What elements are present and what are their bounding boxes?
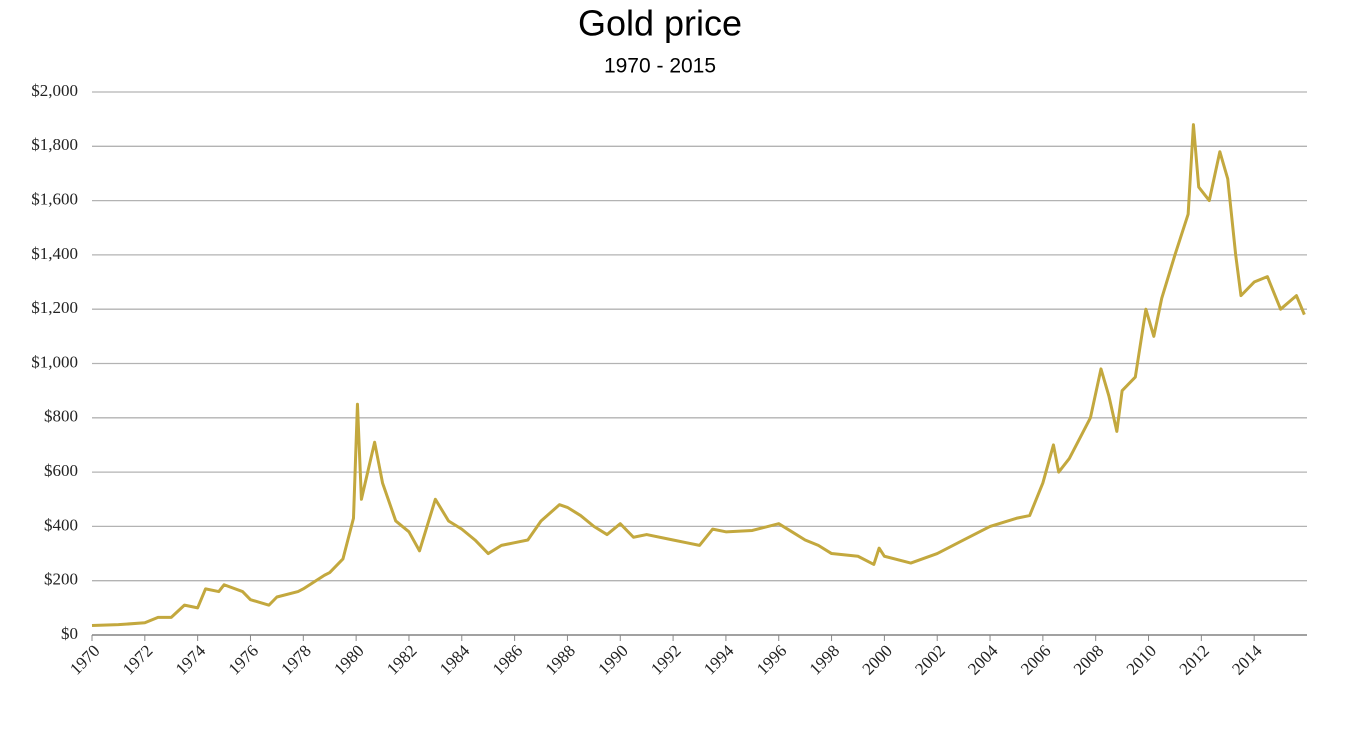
x-tick-label: 2012 bbox=[1175, 641, 1212, 678]
x-tick-label: 2000 bbox=[859, 641, 896, 678]
y-tick-label: $1,400 bbox=[31, 244, 78, 263]
x-tick-label: 2006 bbox=[1017, 641, 1054, 678]
x-tick-label: 2004 bbox=[964, 641, 1002, 679]
y-tick-label: $1,600 bbox=[31, 190, 78, 209]
x-tick-label: 1974 bbox=[172, 641, 210, 679]
y-tick-label: $2,000 bbox=[31, 81, 78, 100]
y-tick-label: $800 bbox=[44, 407, 78, 426]
chart-subtitle: 1970 - 2015 bbox=[604, 55, 716, 78]
price-line bbox=[91, 123, 1306, 627]
y-tick-label: $1,200 bbox=[31, 298, 78, 317]
x-tick-label: 1976 bbox=[225, 641, 262, 678]
y-tick-label: $0 bbox=[61, 624, 78, 643]
x-tick-label: 1992 bbox=[647, 641, 684, 678]
x-tick-label: 1990 bbox=[594, 641, 631, 678]
x-tick-label: 1996 bbox=[753, 641, 790, 678]
y-tick-label: $1,800 bbox=[31, 135, 78, 154]
x-tick-label: 1978 bbox=[277, 641, 314, 678]
x-tick-label: 2010 bbox=[1123, 641, 1160, 678]
x-tick-label: 1994 bbox=[700, 641, 738, 679]
x-tick-label: 2014 bbox=[1228, 641, 1266, 679]
x-tick-label: 1972 bbox=[119, 641, 156, 678]
x-tick-label: 2002 bbox=[911, 641, 948, 678]
y-tick-label: $400 bbox=[44, 515, 78, 534]
x-tick-label: 1980 bbox=[330, 641, 367, 678]
x-tick-label: 1970 bbox=[66, 641, 103, 678]
x-tick-label: 2008 bbox=[1070, 641, 1107, 678]
x-tick-label: 1982 bbox=[383, 641, 420, 678]
y-tick-label: $200 bbox=[44, 570, 78, 589]
x-tick-label: 1998 bbox=[806, 641, 843, 678]
x-tick-label: 1984 bbox=[436, 641, 474, 679]
x-tick-label: 1988 bbox=[542, 641, 579, 678]
x-tick-label: 1986 bbox=[489, 641, 526, 678]
y-tick-label: $600 bbox=[44, 461, 78, 480]
y-tick-label: $1,000 bbox=[31, 352, 78, 371]
chart-title: Gold price bbox=[578, 3, 742, 44]
